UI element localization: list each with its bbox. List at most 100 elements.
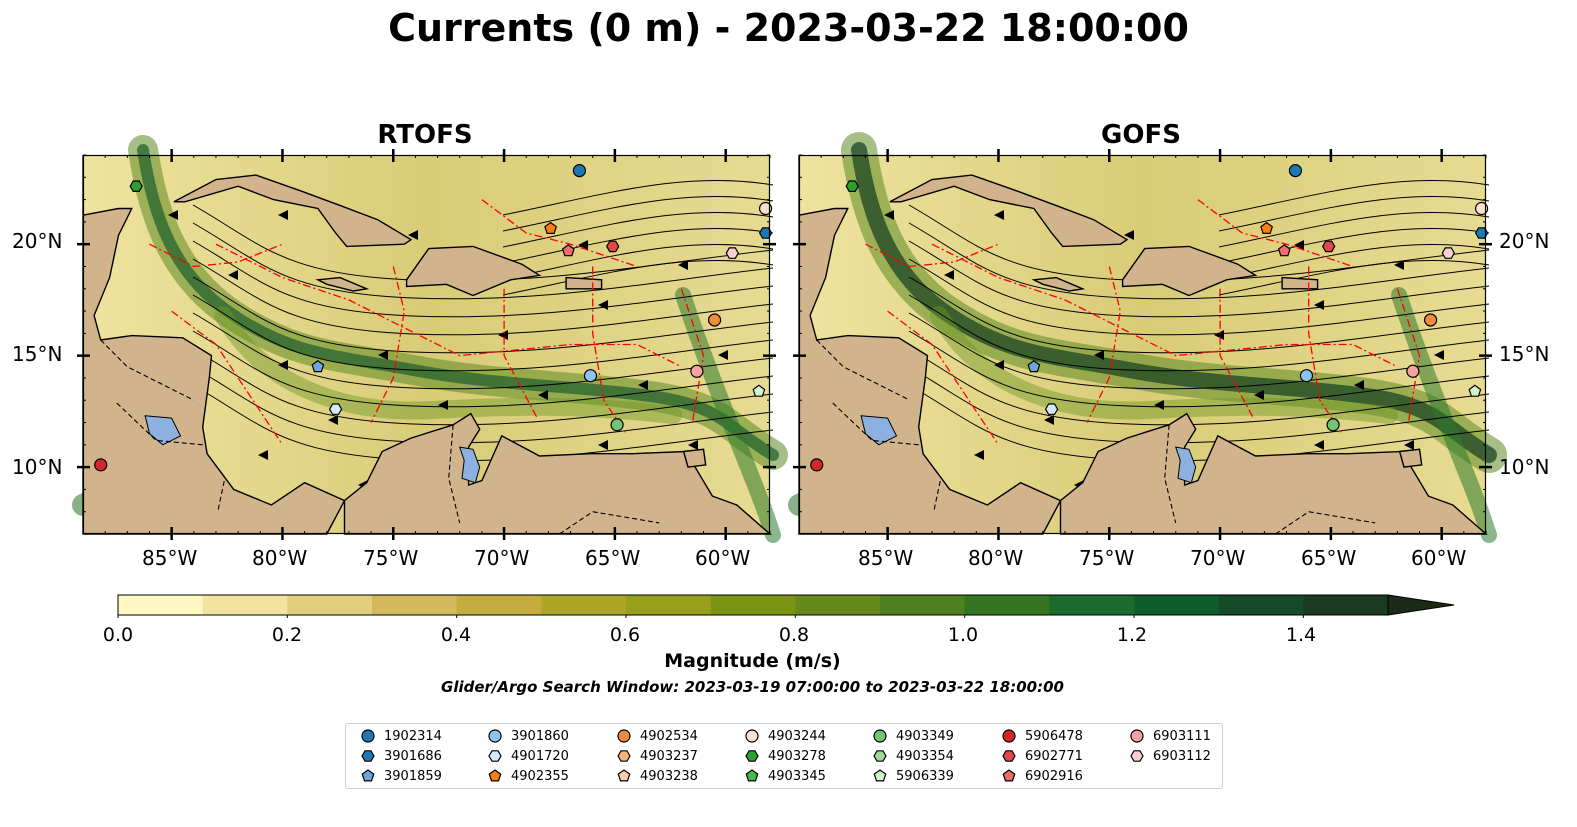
land-jamaica xyxy=(1031,276,1086,292)
legend-marker-shape xyxy=(745,769,759,782)
legend-label: 4901720 xyxy=(511,748,569,764)
legend-label: 3901859 xyxy=(384,768,442,784)
streamline xyxy=(908,222,1490,300)
float-markers xyxy=(94,164,773,472)
streamline-arrow xyxy=(538,390,548,400)
eez-line xyxy=(370,266,405,423)
legend-marker-pentagon-icon xyxy=(1002,769,1016,782)
legend-label: 4903349 xyxy=(896,728,954,744)
colorbar-segment xyxy=(456,595,542,615)
legend-marker-hexagon-icon xyxy=(1002,750,1016,762)
colorbar-segment xyxy=(964,595,1050,615)
streamline xyxy=(502,227,774,264)
streamline-arrow xyxy=(1154,400,1164,410)
streamline-arrow xyxy=(578,240,588,250)
map-frame xyxy=(82,154,771,535)
map-frame xyxy=(798,154,1487,535)
streamline xyxy=(502,259,774,296)
legend-item-4902534: 4902534 xyxy=(616,726,698,746)
legend-marker-circle-icon xyxy=(745,729,759,743)
legend-marker-shape xyxy=(873,729,887,743)
colorbar-segment xyxy=(710,595,796,615)
legend-item-3901686: 3901686 xyxy=(360,746,442,766)
legend-marker-circle-icon xyxy=(1002,729,1016,743)
colorbar-segment xyxy=(626,595,712,615)
legend-label: 6902771 xyxy=(1025,748,1083,764)
streamline-arrow xyxy=(1404,440,1414,450)
eez-line xyxy=(1308,266,1343,435)
streamline-arrow xyxy=(278,360,288,370)
lon-tick-label: 75°W xyxy=(1079,546,1135,570)
streamline-arrow xyxy=(994,360,1004,370)
map-ticks xyxy=(798,154,1487,535)
streamline-arrow xyxy=(638,380,648,390)
border-line xyxy=(217,478,226,510)
colorbar-segment xyxy=(1218,595,1304,615)
legend-item-4901720: 4901720 xyxy=(487,746,569,766)
legend-item-4903349: 4903349 xyxy=(872,726,954,746)
current-jet-band xyxy=(214,306,682,424)
legend-marker-pentagon-icon xyxy=(745,769,759,782)
land-puerto-rico xyxy=(1281,276,1319,290)
legend-marker-circle-icon xyxy=(488,729,502,743)
figure-title: Currents (0 m) - 2023-03-22 18:00:00 xyxy=(388,6,1189,50)
eez-line xyxy=(215,243,682,368)
border-line xyxy=(1275,511,1376,535)
lon-tick-label: 70°W xyxy=(1190,546,1246,570)
legend-marker-shape xyxy=(617,729,631,743)
float-3901860-marker xyxy=(1299,369,1314,383)
legend-marker-hexagon-icon xyxy=(488,750,502,762)
legend-marker-shape xyxy=(617,769,631,782)
colorbar-segment xyxy=(118,595,204,615)
streamline xyxy=(192,312,774,390)
colorbar-segment xyxy=(880,595,966,615)
legend-label: 4903237 xyxy=(640,748,698,764)
streamline xyxy=(1218,243,1490,280)
legend-marker-shape xyxy=(488,750,502,762)
lon-tick-label: 75°W xyxy=(363,546,419,570)
colorbar-tick-label: 0.6 xyxy=(609,624,641,646)
land-trinidad xyxy=(682,448,707,468)
streamline xyxy=(502,179,774,216)
panel-title-gofs: GOFS xyxy=(1101,120,1181,150)
legend-item-6903111: 6903111 xyxy=(1129,726,1211,746)
eez-line xyxy=(1396,288,1421,423)
eez-line xyxy=(592,266,627,435)
streamline xyxy=(192,222,774,300)
legend-marker-shape xyxy=(1002,769,1016,782)
streamline-arrow xyxy=(328,415,338,425)
legend-label: 4903238 xyxy=(640,768,698,784)
streamline xyxy=(908,312,1490,390)
lon-tick-label: 70°W xyxy=(474,546,530,570)
float-4902534-marker xyxy=(707,313,722,327)
streamline-arrow xyxy=(688,440,698,450)
country-borders xyxy=(100,339,660,535)
streamline-arrow xyxy=(1354,380,1364,390)
streamline xyxy=(192,348,774,426)
legend-marker-shape xyxy=(745,729,759,743)
legend-label: 5906478 xyxy=(1025,728,1083,744)
float-3901860-marker xyxy=(583,369,598,383)
streamline-arrow xyxy=(1044,415,1054,425)
streamline-arrow xyxy=(944,270,954,280)
streamline xyxy=(908,294,1490,372)
legend-marker-shape xyxy=(488,729,502,743)
border-line xyxy=(816,339,911,401)
streamline xyxy=(192,330,774,408)
colorbar-extend-arrow xyxy=(1387,594,1455,616)
float-5906339-marker xyxy=(752,384,766,397)
float-4902355-marker xyxy=(1260,221,1274,235)
streamline-arrow xyxy=(598,300,608,310)
streamline-arrow xyxy=(278,210,288,220)
legend-marker-hexagon-icon xyxy=(745,750,759,762)
land xyxy=(798,155,1488,535)
lon-tick-label: 65°W xyxy=(1301,546,1357,570)
streamline xyxy=(1218,211,1490,248)
lon-tick-label: 80°W xyxy=(968,546,1024,570)
legend-item-5906478: 5906478 xyxy=(1001,726,1083,746)
float-3901686-marker xyxy=(1474,227,1489,239)
inland-lake xyxy=(458,446,481,484)
eez-line xyxy=(865,243,999,268)
streamline-arrow xyxy=(1394,260,1404,270)
streamline-arrow xyxy=(1314,440,1324,450)
